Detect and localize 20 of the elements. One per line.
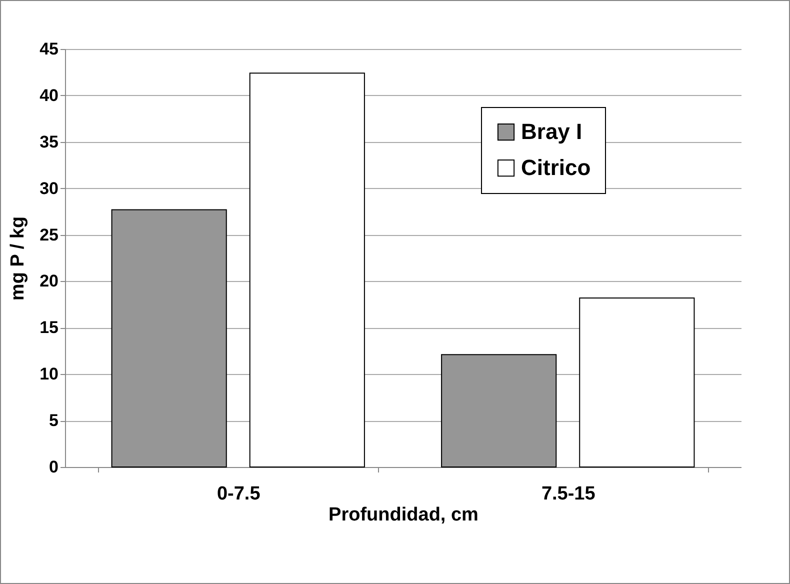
y-tick-label: 35 [40,132,58,152]
bar [111,209,227,468]
y-tick-label: 30 [40,178,58,198]
legend-label: Bray I [521,119,582,144]
bar [441,354,557,468]
x-tick-label: 7.5-15 [541,484,596,504]
x-tick-label: 0-7.5 [216,484,261,504]
bar [579,297,695,468]
y-tick-label: 0 [49,458,58,476]
legend-label: Citrico [521,155,591,180]
y-tick-label: 40 [40,86,58,105]
y-tick-label: 10 [40,364,58,384]
y-tick-label: 25 [40,225,58,244]
y-tick-label: 20 [40,272,58,291]
y-tick-label: 5 [49,411,58,430]
y-tick-label: 15 [40,318,58,338]
y-axis-title: mg P / kg [8,216,29,301]
x-axis-title: Profundidad, cm [328,504,478,526]
bar [249,72,365,468]
y-tick-label: 45 [40,40,58,58]
